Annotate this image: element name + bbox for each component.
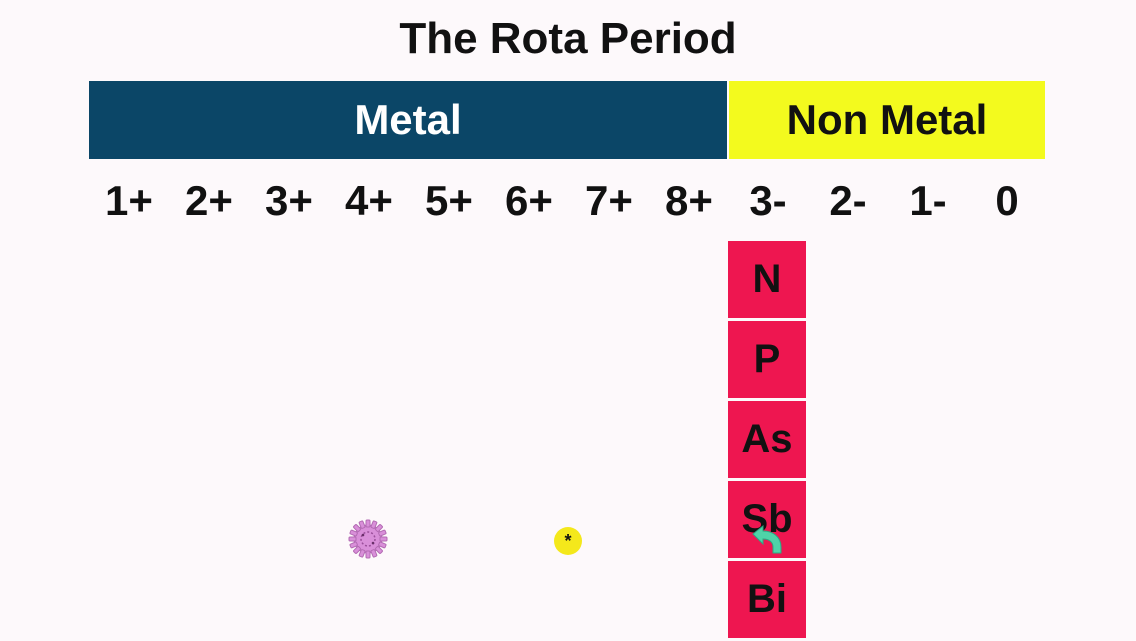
charge-label: 2- xyxy=(829,177,867,224)
charge-label: 4+ xyxy=(345,177,393,224)
element-cell: As xyxy=(728,401,806,478)
nonmetal-bar: Non Metal xyxy=(729,81,1045,159)
element-cell: N xyxy=(728,241,806,318)
charge-row: 1+ 2+ 3+ 4+ 5+ 6+ 7+ 8+ 3- 2- 1- 0 xyxy=(89,177,1049,227)
charge-label: 6+ xyxy=(505,177,553,224)
element-symbol: As xyxy=(741,417,793,461)
charge-label: 1+ xyxy=(105,177,153,224)
charge-label: 2+ xyxy=(185,177,233,224)
nonmetal-label: Non Metal xyxy=(786,96,988,143)
charge-label: 8+ xyxy=(665,177,713,224)
group-15-column: N P As Sb Bi xyxy=(728,241,806,641)
charge-label: 7+ xyxy=(585,177,633,224)
charge-label: 3+ xyxy=(265,177,313,224)
coin-symbol: * xyxy=(564,530,572,551)
metal-bar: Metal xyxy=(89,81,727,159)
charge-label: 0 xyxy=(995,177,1019,224)
element-symbol: N xyxy=(752,257,782,301)
teal-curved-arrow-icon xyxy=(747,520,787,560)
element-symbol: Bi xyxy=(747,577,787,621)
yellow-star-coin-icon: * xyxy=(554,527,582,555)
element-cell: Sb xyxy=(728,481,806,558)
charge-label: 1- xyxy=(909,177,947,224)
element-symbol: P xyxy=(753,337,781,381)
metal-label: Metal xyxy=(354,96,462,143)
pink-cog-icon xyxy=(348,519,388,559)
charge-label: 5+ xyxy=(425,177,473,224)
element-cell: Bi xyxy=(728,561,806,638)
charge-label: 3- xyxy=(749,177,787,224)
element-cell: P xyxy=(728,321,806,398)
page-title: The Rota Period xyxy=(399,14,737,63)
